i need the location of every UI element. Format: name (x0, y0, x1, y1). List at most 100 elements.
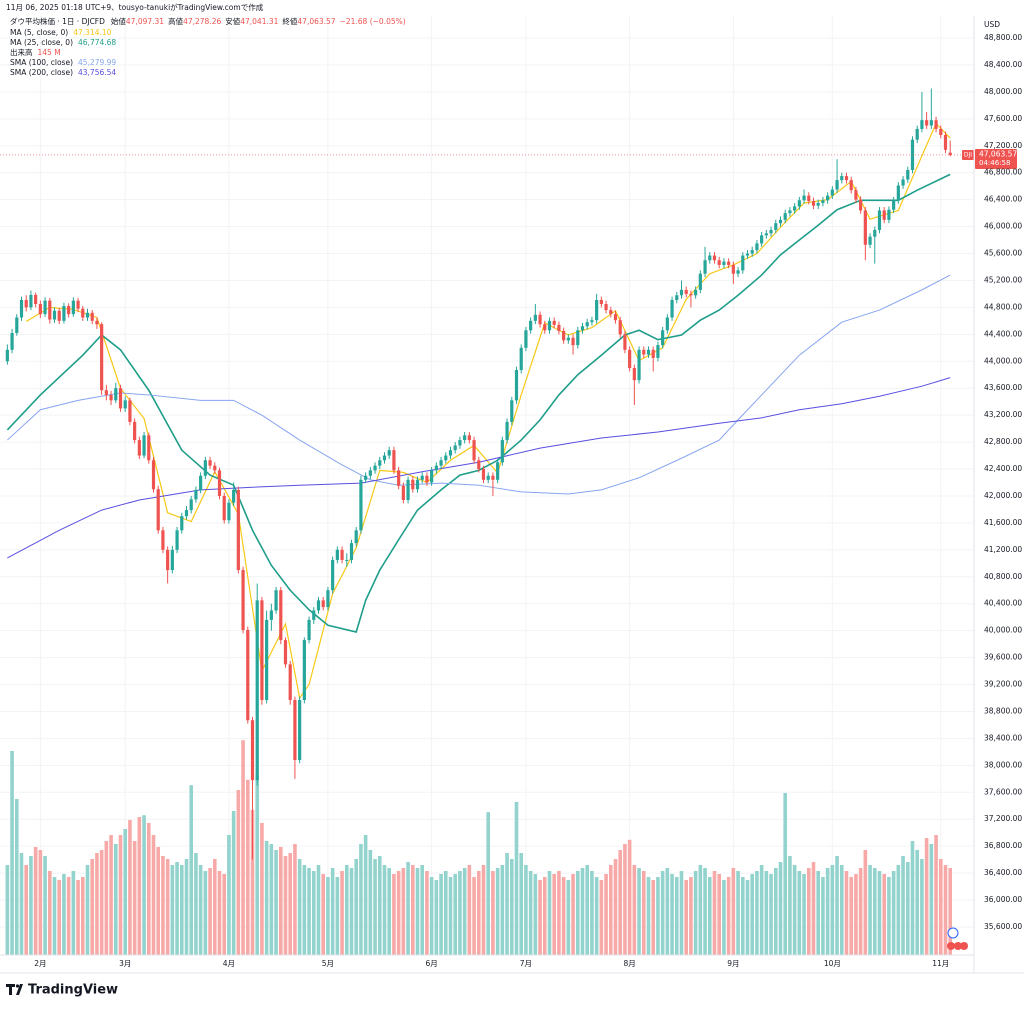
volume-bar (24, 865, 29, 955)
candle-body (307, 619, 311, 641)
volume-bar (759, 865, 764, 955)
x-tick-label: 11月 (932, 959, 949, 968)
volume-bar (769, 874, 773, 955)
indicator-line (7, 274, 951, 495)
volume-bar (491, 871, 495, 955)
price-tag: 47,063.57 (979, 149, 1017, 158)
y-tick-label: 36,800.00 (984, 841, 1022, 850)
volume-bar (283, 856, 288, 955)
candle-body (745, 253, 750, 256)
ohlc-name: 安値 (225, 16, 240, 26)
y-tick-label: 44,400.00 (984, 329, 1022, 338)
candle-body (717, 260, 721, 265)
candle-body (703, 260, 707, 274)
volume-bar (29, 856, 33, 955)
volume-bar (722, 880, 726, 955)
candle-body (863, 210, 867, 245)
volume-bar (665, 868, 670, 955)
volume-bar (604, 874, 608, 955)
candle-body (302, 640, 306, 701)
candle-body (481, 469, 486, 480)
volume-bar (439, 874, 443, 955)
candle-body (24, 299, 28, 308)
volume-bar (500, 865, 505, 955)
candle-body (764, 233, 768, 236)
volume-bar (420, 865, 425, 955)
candle-body (335, 549, 339, 560)
volume-bar (260, 823, 264, 955)
y-tick-label: 38,400.00 (984, 733, 1022, 742)
candle-body (170, 549, 174, 571)
symbol-tag-box (962, 149, 974, 160)
candle-body (689, 293, 693, 296)
candle-body (552, 320, 556, 325)
y-tick-label: 41,200.00 (984, 545, 1022, 554)
candle-body (547, 320, 552, 331)
candle-body (279, 590, 283, 641)
candle-body (241, 570, 245, 630)
candle-body (19, 299, 24, 318)
volume-bar (311, 871, 316, 955)
legend-name: MA (25, close, 0) (10, 38, 73, 47)
candle-body (642, 349, 646, 355)
volume-bar (47, 871, 52, 955)
y-tick-label: 46,800.00 (984, 168, 1022, 177)
ohlc-value: 47,041.31 (240, 17, 278, 26)
candle-body (38, 304, 42, 315)
y-tick-label: 38,000.00 (984, 760, 1022, 769)
icon (947, 927, 959, 939)
volume-bar (703, 868, 707, 955)
volume-bar (184, 859, 189, 955)
candle-body (514, 370, 519, 401)
volume-bar (43, 856, 47, 955)
volume-bar (354, 859, 359, 955)
candle-body (57, 310, 61, 321)
candle-body (708, 255, 712, 261)
volume-bar (825, 868, 830, 955)
volume-pane (5, 740, 953, 955)
candle-body (887, 209, 891, 220)
volume-bar (406, 862, 410, 955)
volume-bar (38, 850, 43, 955)
volume-bar (519, 853, 524, 955)
candle-body (821, 200, 825, 204)
volume-bar (410, 865, 415, 955)
candle-body (217, 470, 222, 496)
symbol-tag: DJI (964, 151, 972, 158)
volume-bar (481, 865, 486, 955)
volume-bar (458, 871, 462, 955)
candle-body (85, 312, 90, 318)
candle-body (802, 195, 806, 201)
volume-bar (434, 880, 439, 955)
volume-bar (236, 790, 241, 955)
candle-body (760, 235, 764, 244)
volume-bar (547, 871, 552, 955)
volume-bar (646, 877, 651, 955)
volume-bar (660, 871, 665, 955)
candle-body (236, 489, 240, 571)
candle-body (901, 179, 905, 186)
volume-bar (76, 880, 80, 955)
candle-body (439, 460, 443, 466)
volume-bar (891, 871, 896, 955)
volume-bar (726, 877, 731, 955)
volume-bar (835, 856, 839, 955)
candle-body (609, 310, 613, 315)
currency: USD (984, 20, 1000, 29)
candle-body (774, 223, 778, 230)
volume-bar (5, 865, 10, 955)
icon (954, 942, 962, 950)
volume-bar (594, 877, 599, 955)
volume-bar (910, 841, 915, 955)
volume-bar (373, 859, 377, 955)
indicator-line (25, 122, 951, 700)
candle-body (52, 310, 57, 320)
volume-bar (905, 862, 910, 955)
volume-bar (740, 877, 745, 955)
candle-body (637, 349, 641, 381)
y-tick-label: 35,600.00 (984, 922, 1022, 931)
y-tick-label: 43,200.00 (984, 410, 1022, 419)
candle-body (387, 450, 391, 456)
candle-body (925, 120, 929, 126)
volume-bar (849, 877, 854, 955)
